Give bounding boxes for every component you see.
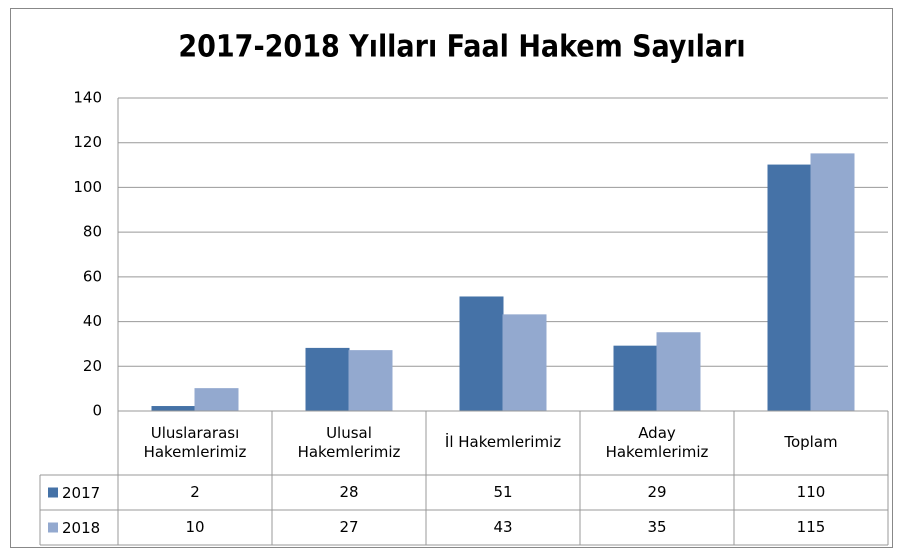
legend-label: 2018 (62, 519, 100, 537)
data-table-value: 35 (647, 517, 667, 536)
legend-label: 2017 (62, 484, 100, 502)
bar (459, 296, 504, 412)
y-tick-label: 140 (73, 89, 102, 107)
y-tick-label: 60 (83, 267, 102, 285)
bar (810, 153, 855, 412)
bar (194, 388, 239, 412)
data-table-value: 115 (796, 517, 826, 536)
y-tick-label: 120 (73, 133, 102, 151)
legend-swatch (48, 487, 58, 498)
legend-swatch (48, 522, 58, 533)
chart-title: 2017-2018 Yılları Faal Hakem Sayıları (178, 30, 745, 65)
y-tick-label: 100 (73, 178, 102, 196)
data-table-value: 27 (339, 517, 359, 536)
y-tick-label: 20 (83, 357, 102, 375)
y-tick-label: 40 (83, 312, 102, 330)
data-table-value: 51 (493, 482, 513, 501)
data-table-value: 28 (339, 482, 359, 501)
category-label: Ulusal Hakemlerimiz (297, 423, 401, 462)
data-table-value: 43 (493, 517, 513, 536)
bar (502, 314, 547, 412)
bar (767, 164, 812, 412)
data-table-value: 110 (796, 482, 826, 501)
bar (305, 347, 350, 412)
category-label: Aday Hakemlerimiz (605, 423, 709, 462)
category-label: İl Hakemlerimiz (444, 433, 562, 452)
bar (348, 350, 393, 412)
category-label: Uluslararası Hakemlerimiz (143, 423, 247, 462)
data-table-value: 2 (190, 482, 200, 501)
bar (613, 345, 658, 412)
bar (656, 332, 701, 412)
data-table-value: 29 (647, 482, 667, 501)
data-table-value: 10 (185, 517, 205, 536)
y-tick-label: 80 (83, 223, 102, 241)
y-tick-label: 0 (92, 402, 102, 420)
category-label: Toplam (784, 433, 838, 452)
